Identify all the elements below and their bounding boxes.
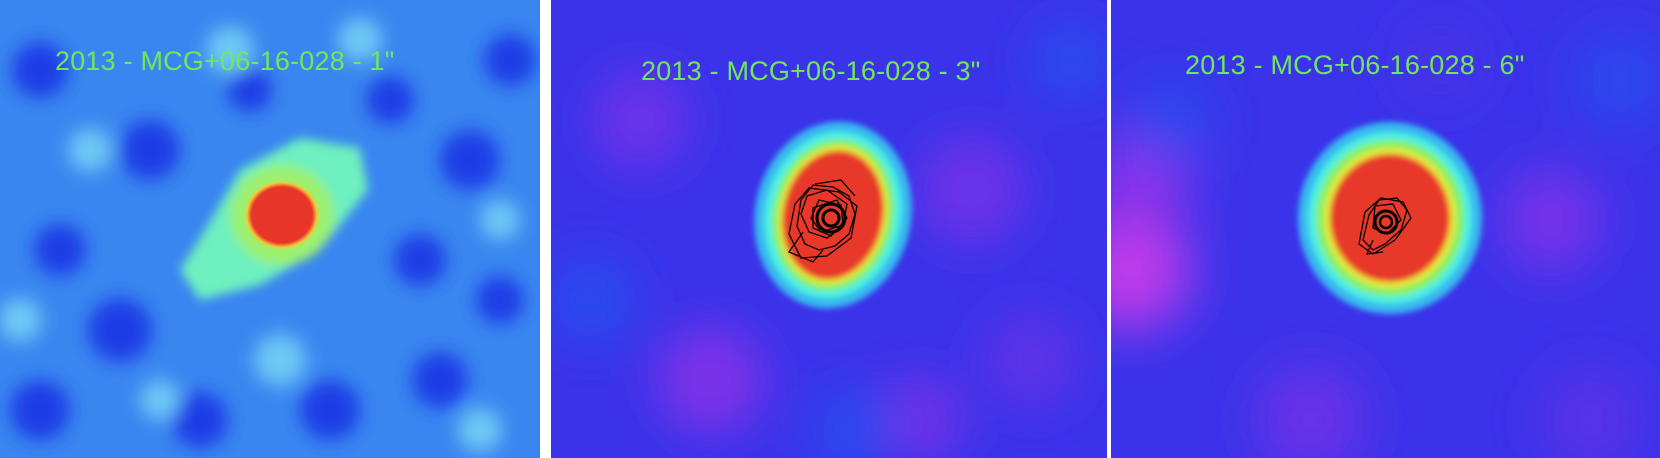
core-peak <box>244 180 320 250</box>
panel-separator <box>540 0 551 458</box>
image-panel-1: 2013 - MCG+06-16-028 - 1" <box>0 0 540 458</box>
xray-image-3 <box>1111 0 1660 458</box>
panel-separator <box>1107 0 1111 458</box>
xray-image-2 <box>551 0 1107 458</box>
panel-title-2: 2013 - MCG+06-16-028 - 3" <box>641 56 981 86</box>
panel-title-3: 2013 - MCG+06-16-028 - 6" <box>1185 50 1525 80</box>
background-noise <box>551 20 1107 458</box>
background-noise <box>0 18 536 452</box>
contour-lines <box>788 179 858 263</box>
panel-title-1: 2013 - MCG+06-16-028 - 1" <box>55 46 395 76</box>
background-noise <box>1111 20 1660 458</box>
image-panel-3: 2013 - MCG+06-16-028 - 6" <box>1111 0 1660 458</box>
contour-lines <box>1358 197 1412 255</box>
image-panel-2: 2013 - MCG+06-16-028 - 3" <box>551 0 1107 458</box>
xray-image-1 <box>0 0 540 458</box>
